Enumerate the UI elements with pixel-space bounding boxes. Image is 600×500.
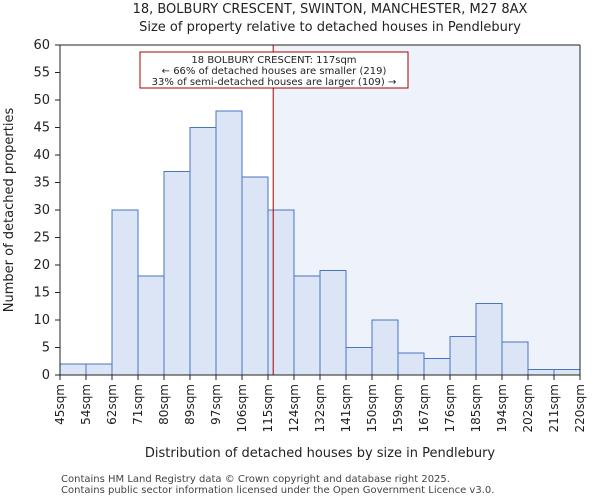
bars-group: [59, 110, 581, 376]
x-tick-label: 185sqm: [469, 384, 483, 432]
x-axis-label: Distribution of detached houses by size …: [145, 446, 496, 461]
bar-80sqm: [163, 171, 191, 376]
chart-title: 18, BOLBURY CRESCENT, SWINTON, MANCHESTE…: [133, 2, 528, 17]
annotation-line-3: 33% of semi-detached houses are larger (…: [152, 77, 397, 88]
x-tick-label: 159sqm: [391, 384, 405, 432]
footer-line-1: Contains HM Land Registry data © Crown c…: [61, 474, 450, 485]
x-tick-label: 71sqm: [131, 384, 145, 425]
x-tick-label: 194sqm: [495, 384, 509, 432]
y-tick-label: 35: [33, 176, 50, 191]
x-tick-label: 54sqm: [79, 384, 93, 425]
x-tick-label: 132sqm: [313, 384, 327, 432]
x-tick-label: 141sqm: [339, 384, 353, 432]
x-tick-label: 89sqm: [183, 384, 197, 425]
annotation-line-1: 18 BOLBURY CRESCENT: 117sqm: [191, 55, 356, 66]
x-tick-label: 124sqm: [287, 384, 301, 432]
bar-185sqm: [475, 303, 503, 376]
bar-167sqm: [423, 358, 451, 376]
y-tick-label: 15: [33, 286, 50, 301]
bar-211sqm: [553, 369, 581, 376]
y-tick-label: 40: [33, 148, 50, 163]
bar-202sqm: [527, 369, 555, 376]
y-tick-label: 60: [33, 38, 50, 53]
bar-54sqm: [85, 363, 113, 376]
x-tick-label: 97sqm: [209, 384, 223, 425]
y-tick-label: 25: [33, 231, 50, 246]
bar-176sqm: [449, 336, 477, 376]
bar-141sqm: [345, 347, 373, 376]
bar-115sqm: [267, 209, 295, 376]
y-axis-label: Number of detached properties: [2, 108, 17, 313]
bar-132sqm: [319, 270, 347, 376]
x-tick-label: 62sqm: [105, 384, 119, 425]
y-ticks-group: 0 5 10 15 20 25 30 35 40 45 50 55 60: [33, 38, 60, 383]
x-tick-label: 115sqm: [261, 384, 275, 432]
x-ticks-group: 45sqm 54sqm 62sqm 71sqm 80sqm 89sqm 97sqm 106sq…: [53, 375, 587, 432]
x-tick-label: 211sqm: [547, 384, 561, 432]
annotation-line-2: ← 66% of detached houses are smaller (21…: [162, 66, 387, 77]
annotation-box-border: [139, 51, 409, 89]
bar-194sqm: [501, 341, 529, 376]
x-tick-label: 176sqm: [443, 384, 457, 432]
bar-97sqm: [215, 110, 243, 376]
y-tick-label: 30: [33, 203, 50, 218]
footer-line-2: Contains public sector information licen…: [61, 485, 495, 496]
y-tick-label: 10: [33, 313, 50, 328]
bar-150sqm: [371, 319, 399, 376]
y-tick-label: 20: [33, 258, 50, 273]
x-tick-label: 150sqm: [365, 384, 379, 432]
chart-subtitle: Size of property relative to detached ho…: [139, 20, 521, 35]
y-tick-label: 50: [33, 93, 50, 108]
x-tick-label: 220sqm: [573, 384, 587, 432]
x-tick-label: 106sqm: [235, 384, 249, 432]
x-tick-label: 202sqm: [521, 384, 535, 432]
y-tick-label: 55: [33, 66, 50, 81]
bar-124sqm: [293, 275, 321, 376]
annotation-box: 18 BOLBURY CRESCENT: 117sqm ← 66% of det…: [139, 51, 409, 89]
bar-62sqm: [111, 209, 139, 376]
x-tick-label: 45sqm: [53, 384, 67, 425]
bar-45sqm: [59, 363, 87, 376]
y-tick-label: 45: [33, 121, 50, 136]
y-tick-label: 5: [42, 341, 50, 356]
x-tick-label: 80sqm: [157, 384, 171, 425]
bar-106sqm: [241, 176, 269, 376]
bar-159sqm: [397, 352, 425, 376]
x-tick-label: 167sqm: [417, 384, 431, 432]
bar-89sqm: [189, 127, 217, 376]
y-tick-label: 0: [42, 368, 50, 383]
bar-71sqm: [137, 275, 165, 376]
